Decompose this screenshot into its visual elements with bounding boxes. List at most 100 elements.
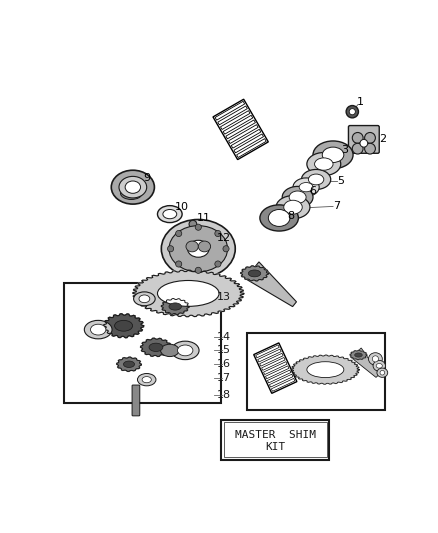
Polygon shape	[264, 362, 287, 375]
Ellipse shape	[177, 345, 193, 356]
Text: 17: 17	[217, 373, 231, 383]
Polygon shape	[291, 355, 359, 384]
Polygon shape	[220, 111, 250, 130]
Polygon shape	[133, 270, 244, 317]
Text: 2: 2	[380, 134, 387, 144]
Text: MASTER  SHIM: MASTER SHIM	[235, 430, 316, 440]
Ellipse shape	[346, 106, 358, 118]
Ellipse shape	[215, 230, 221, 237]
Text: 9: 9	[143, 173, 150, 183]
Ellipse shape	[158, 280, 219, 306]
Polygon shape	[161, 298, 189, 314]
Ellipse shape	[169, 225, 228, 272]
Ellipse shape	[364, 143, 375, 154]
Polygon shape	[272, 378, 295, 391]
Ellipse shape	[314, 158, 333, 170]
Text: 18: 18	[217, 390, 231, 400]
Ellipse shape	[289, 191, 306, 203]
Polygon shape	[256, 345, 279, 358]
FancyBboxPatch shape	[349, 126, 379, 154]
Ellipse shape	[171, 341, 199, 360]
Polygon shape	[268, 370, 291, 383]
Ellipse shape	[176, 230, 182, 237]
Polygon shape	[261, 358, 285, 370]
Ellipse shape	[139, 295, 150, 303]
Ellipse shape	[260, 205, 298, 231]
Ellipse shape	[169, 303, 181, 310]
Ellipse shape	[161, 344, 179, 357]
Ellipse shape	[91, 324, 106, 335]
Ellipse shape	[111, 170, 155, 204]
Ellipse shape	[198, 241, 211, 252]
Text: 8: 8	[287, 212, 294, 221]
Ellipse shape	[186, 241, 198, 252]
Ellipse shape	[215, 261, 221, 267]
Ellipse shape	[293, 178, 319, 196]
Polygon shape	[258, 349, 281, 362]
Ellipse shape	[124, 361, 134, 367]
Bar	[64, 284, 221, 403]
Ellipse shape	[372, 356, 378, 362]
Polygon shape	[237, 139, 266, 157]
Ellipse shape	[349, 109, 355, 115]
Ellipse shape	[114, 184, 148, 203]
Polygon shape	[226, 120, 255, 139]
Ellipse shape	[376, 364, 382, 368]
Ellipse shape	[134, 292, 155, 306]
FancyBboxPatch shape	[132, 385, 140, 416]
Text: 11: 11	[197, 213, 211, 223]
Polygon shape	[245, 262, 297, 306]
Polygon shape	[103, 314, 144, 338]
Ellipse shape	[368, 353, 382, 365]
Ellipse shape	[299, 182, 313, 192]
Polygon shape	[269, 374, 293, 387]
Text: 13: 13	[217, 292, 231, 302]
Ellipse shape	[360, 140, 367, 147]
Ellipse shape	[195, 267, 201, 273]
Ellipse shape	[352, 143, 363, 154]
Ellipse shape	[120, 187, 142, 199]
Ellipse shape	[176, 261, 182, 267]
Polygon shape	[351, 348, 379, 377]
Text: 10: 10	[174, 202, 188, 212]
Ellipse shape	[158, 206, 182, 223]
Ellipse shape	[377, 368, 388, 377]
Bar	[247, 334, 385, 410]
Text: 7: 7	[333, 201, 340, 212]
Polygon shape	[260, 353, 283, 366]
Polygon shape	[350, 350, 367, 360]
Polygon shape	[218, 106, 247, 125]
Text: KIT: KIT	[265, 442, 286, 452]
Polygon shape	[265, 366, 289, 379]
Polygon shape	[215, 101, 245, 120]
Ellipse shape	[284, 200, 302, 214]
Ellipse shape	[195, 224, 201, 230]
Text: 12: 12	[217, 233, 231, 243]
Ellipse shape	[307, 152, 341, 175]
Polygon shape	[231, 130, 261, 148]
Text: 1: 1	[357, 98, 364, 108]
Text: 6: 6	[310, 186, 317, 196]
Ellipse shape	[189, 220, 197, 228]
Ellipse shape	[167, 246, 173, 252]
Ellipse shape	[142, 377, 151, 383]
Bar	[221, 419, 329, 460]
Text: 15: 15	[217, 345, 231, 356]
Bar	[224, 422, 327, 457]
Text: 5: 5	[337, 176, 344, 186]
Ellipse shape	[268, 209, 290, 227]
Ellipse shape	[301, 169, 331, 189]
Ellipse shape	[187, 240, 209, 257]
Ellipse shape	[163, 209, 177, 219]
Ellipse shape	[313, 141, 353, 168]
Ellipse shape	[149, 343, 163, 351]
Ellipse shape	[119, 176, 147, 198]
Ellipse shape	[308, 174, 324, 185]
Ellipse shape	[307, 362, 344, 377]
Ellipse shape	[355, 353, 362, 357]
Ellipse shape	[115, 320, 133, 331]
Ellipse shape	[138, 374, 156, 386]
Ellipse shape	[125, 181, 141, 193]
Ellipse shape	[364, 133, 375, 143]
Polygon shape	[234, 134, 264, 153]
